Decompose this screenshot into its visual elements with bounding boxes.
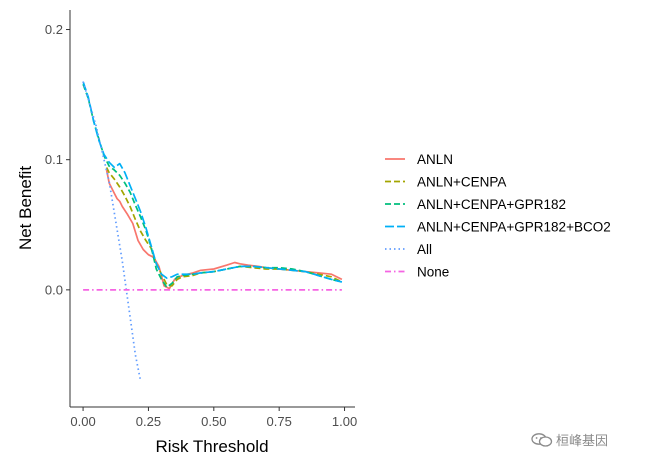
y-tick-label: 0.2 [45, 22, 63, 37]
series-line-anln [105, 169, 343, 290]
series-line-anln-cenpa [105, 167, 343, 287]
legend-label-none: None [417, 265, 449, 280]
legend-label-anln-cenpa-gpr182: ANLN+CENPA+GPR182 [417, 197, 566, 212]
legend-label-anln-cenpa-gpr182-bco2: ANLN+CENPA+GPR182+BCO2 [417, 220, 611, 235]
x-tick-label: 0.50 [201, 414, 226, 429]
watermark: 桓峰基因 [531, 430, 608, 449]
plot-lines [82, 81, 343, 382]
y-axis-title: Net Benefit [16, 166, 35, 250]
x-ticks: 0.00 0.25 0.50 0.75 1.00 [70, 407, 357, 429]
y-ticks: 0.0 0.1 0.2 [45, 22, 70, 297]
x-tick-label: 0.00 [70, 414, 95, 429]
legend-label-anln-cenpa: ANLN+CENPA [417, 175, 506, 190]
y-tick-label: 0.1 [45, 152, 63, 167]
legend-label-all: All [417, 242, 432, 257]
watermark-text: 桓峰基因 [556, 434, 609, 449]
y-tick-label: 0.0 [45, 282, 63, 297]
series-line-anln-cenpa-gpr182-bco2 [82, 81, 343, 283]
x-tick-label: 1.00 [332, 414, 357, 429]
legend: ANLN ANLN+CENPA ANLN+CENPA+GPR182 ANLN+CENP… [385, 152, 611, 280]
series-line-anln-cenpa-gpr182 [82, 83, 343, 289]
x-tick-label: 0.25 [136, 414, 161, 429]
series-line-all [82, 81, 142, 382]
axes [69, 10, 355, 408]
wechat-icon [531, 433, 553, 447]
x-tick-label: 0.75 [267, 414, 292, 429]
legend-label-anln: ANLN [417, 152, 453, 167]
x-axis-title: Risk Threshold [155, 437, 268, 456]
